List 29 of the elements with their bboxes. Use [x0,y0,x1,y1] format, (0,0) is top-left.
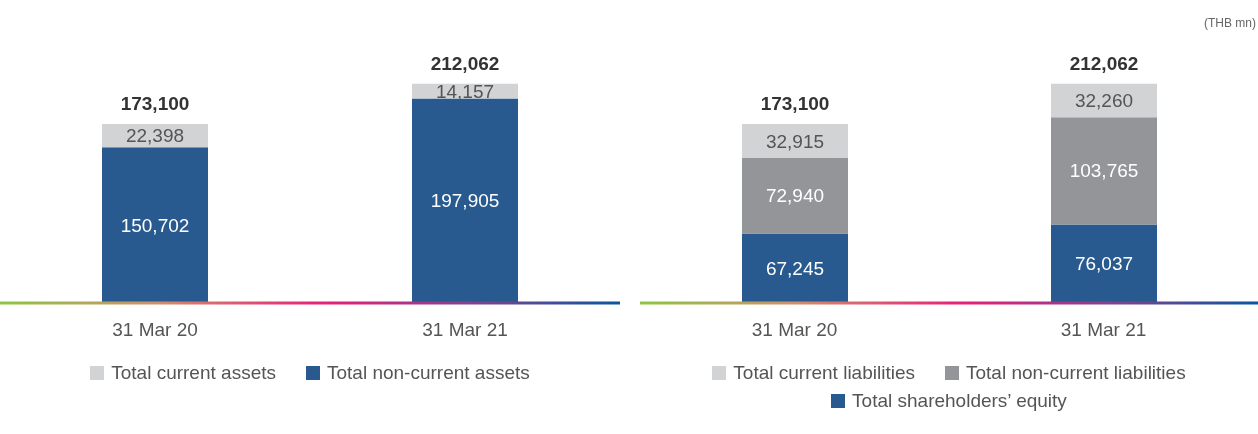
data-label: 32,260 [1074,90,1134,112]
data-label: 72,940 [765,185,825,207]
legend-label: Total current liabilities [732,362,915,384]
data-label: 76,037 [1074,253,1134,275]
total-label: 173,100 [120,93,190,115]
x-tick-label: 31 Mar 20 [751,319,838,341]
total-label: 212,062 [430,52,500,74]
legend-label: Total non-current assets [326,362,530,384]
bar [742,158,848,234]
data-label: 150,702 [120,214,190,236]
bar [742,233,848,303]
text: (THB mn) [1204,16,1256,30]
bar [1051,117,1157,225]
legend-label: Total non-current liabilities [965,362,1186,384]
data-label: 67,245 [765,257,825,279]
x-tick-label: 31 Mar 21 [422,319,508,341]
data-label: 22,398 [125,125,185,147]
data-label: 14,157 [435,80,495,102]
total-label: 212,062 [1069,52,1139,74]
legend-label: Total shareholders’ equity [851,390,1067,412]
legend-label: Total current assets [110,362,276,384]
total-label: 173,100 [760,93,830,115]
data-label: 103,765 [1069,160,1139,182]
x-tick-label: 31 Mar 21 [1060,319,1147,341]
data-label: 32,915 [765,130,825,152]
data-label: 197,905 [430,190,500,212]
bar [102,147,208,303]
bar [1051,224,1157,303]
x-tick-label: 31 Mar 20 [112,319,198,341]
